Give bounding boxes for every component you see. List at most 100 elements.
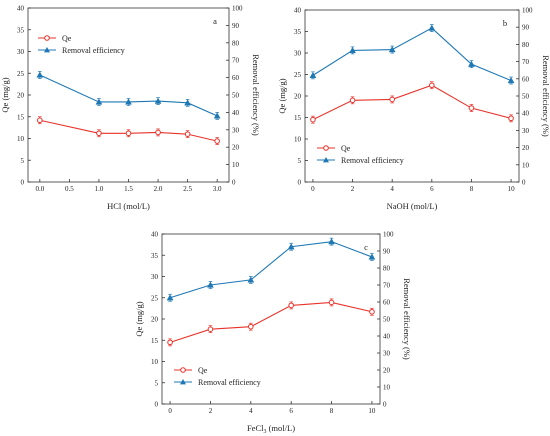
data-point (166, 294, 174, 301)
y-axis-label: Qe (mg/g) (0, 77, 10, 112)
x-tick-label: 1.5 (124, 185, 133, 193)
y-tick-label: 30 (151, 273, 159, 281)
data-point (248, 323, 254, 330)
y2-tick-label: 70 (383, 282, 391, 290)
legend-label: Qe (341, 144, 351, 153)
y-tick-label: 15 (294, 114, 302, 122)
y2-tick-label: 80 (232, 39, 240, 47)
legend-label: Qe (62, 34, 72, 43)
legend: Qe Removal efficiency (174, 366, 261, 387)
data-point (328, 238, 335, 245)
series-removal-efficiency (36, 71, 221, 120)
data-point (368, 253, 376, 260)
x-tick-label: 0.0 (35, 185, 44, 193)
y2-tick-label: 60 (383, 299, 391, 307)
x-axis-label: HCl (mol/L) (107, 201, 150, 211)
y2-tick-label: 70 (522, 58, 530, 66)
data-point (96, 130, 102, 137)
y2-tick-label: 10 (232, 161, 240, 169)
chart-panel-b: 0 5 10 15 20 25 30 35 40 0 10 20 30 40 50 60 70 80 90 100 0 2… (277, 7, 550, 212)
y2-tick-label: 80 (383, 265, 391, 273)
x-tick-label: 4 (390, 185, 394, 193)
y2-tick-label: 50 (383, 316, 391, 324)
series-line (312, 84, 512, 121)
y-tick-label: 20 (17, 92, 25, 100)
legend: Qe Removal efficiency (38, 34, 125, 55)
x-axis-label: NaOH (mol/L) (387, 201, 438, 211)
y2-tick-label: 100 (522, 7, 533, 15)
data-point (184, 131, 191, 137)
y2-tick-label: 10 (383, 384, 391, 392)
y-axis-label: Qe (mg/g) (134, 301, 144, 336)
series-removal-efficiency (166, 237, 376, 302)
x-axis-label-unit: (mol/L) (266, 423, 295, 433)
series-qe (167, 298, 375, 347)
data-point (468, 60, 475, 67)
y2-tick-label: 30 (522, 127, 530, 135)
x-axis-label-subscript: 3 (263, 429, 266, 435)
legend-marker (323, 145, 329, 151)
y2-tick-label: 20 (383, 367, 391, 375)
y2-tick-label: 70 (232, 57, 240, 65)
y2-tick-label: 40 (232, 109, 240, 117)
y2-tick-label: 10 (522, 161, 530, 169)
series-qe (37, 116, 220, 145)
y2-tick-label: 30 (383, 350, 391, 358)
data-point (309, 71, 317, 79)
x-tick-label: 10 (508, 185, 516, 193)
x-tick-label: 3.0 (213, 185, 222, 193)
x-tick-label: 10 (368, 407, 376, 415)
y2-tick-label: 100 (232, 5, 243, 13)
y2-tick-label: 60 (232, 74, 240, 82)
y2-tick-label: 50 (232, 92, 240, 100)
y2-tick-label: 0 (232, 179, 236, 187)
y-tick-label: 25 (17, 70, 25, 78)
data-point (288, 302, 294, 309)
data-point (388, 46, 396, 53)
y-tick-label: 35 (17, 26, 25, 34)
y-tick-label: 25 (151, 294, 159, 302)
y2-tick-label: 100 (383, 231, 394, 239)
y-tick-label: 15 (17, 113, 25, 121)
y-tick-label: 5 (155, 379, 159, 387)
legend-label: Qe (198, 366, 208, 375)
plot-frame (161, 233, 381, 405)
data-point (214, 138, 220, 144)
x-tick-label: 2 (209, 407, 213, 415)
panel-letter: b (503, 18, 507, 28)
series-line (169, 301, 373, 343)
plot-frame (27, 7, 230, 183)
legend: Qe Removal efficiency (317, 144, 404, 165)
data-point (213, 112, 221, 119)
y2-tick-label: 20 (232, 144, 240, 152)
x-tick-label: 4 (249, 407, 253, 415)
data-point (207, 281, 214, 288)
y2-tick-label: 40 (522, 110, 530, 118)
data-point (389, 96, 395, 103)
x-tick-label: 6 (289, 407, 293, 415)
x-tick-label: 6 (430, 185, 434, 193)
y-tick-label: 30 (17, 48, 25, 56)
y2-tick-label: 90 (232, 22, 240, 30)
legend-label: Removal efficiency (62, 46, 125, 55)
data-point (184, 99, 192, 106)
y-axis-label: Qe (mg/g) (277, 78, 287, 113)
data-point (247, 276, 255, 283)
data-point (507, 77, 515, 84)
y2-tick-label: 0 (383, 401, 387, 409)
data-point (155, 129, 161, 136)
x-tick-label: 1.0 (95, 185, 104, 193)
data-point (95, 98, 103, 105)
y-tick-label: 10 (294, 136, 302, 144)
y-tick-label: 20 (151, 316, 159, 324)
y-tick-label: 5 (21, 157, 25, 165)
data-point (167, 339, 173, 346)
y-tick-label: 0 (298, 179, 302, 187)
data-point (36, 71, 44, 78)
y2-axis-label: Removal efficiency (%) (541, 55, 550, 137)
y-tick-label: 40 (17, 5, 25, 13)
data-point (349, 46, 356, 54)
y-tick-label: 15 (151, 337, 159, 345)
plot-frame (304, 9, 520, 183)
panel-letter: c (364, 242, 368, 252)
